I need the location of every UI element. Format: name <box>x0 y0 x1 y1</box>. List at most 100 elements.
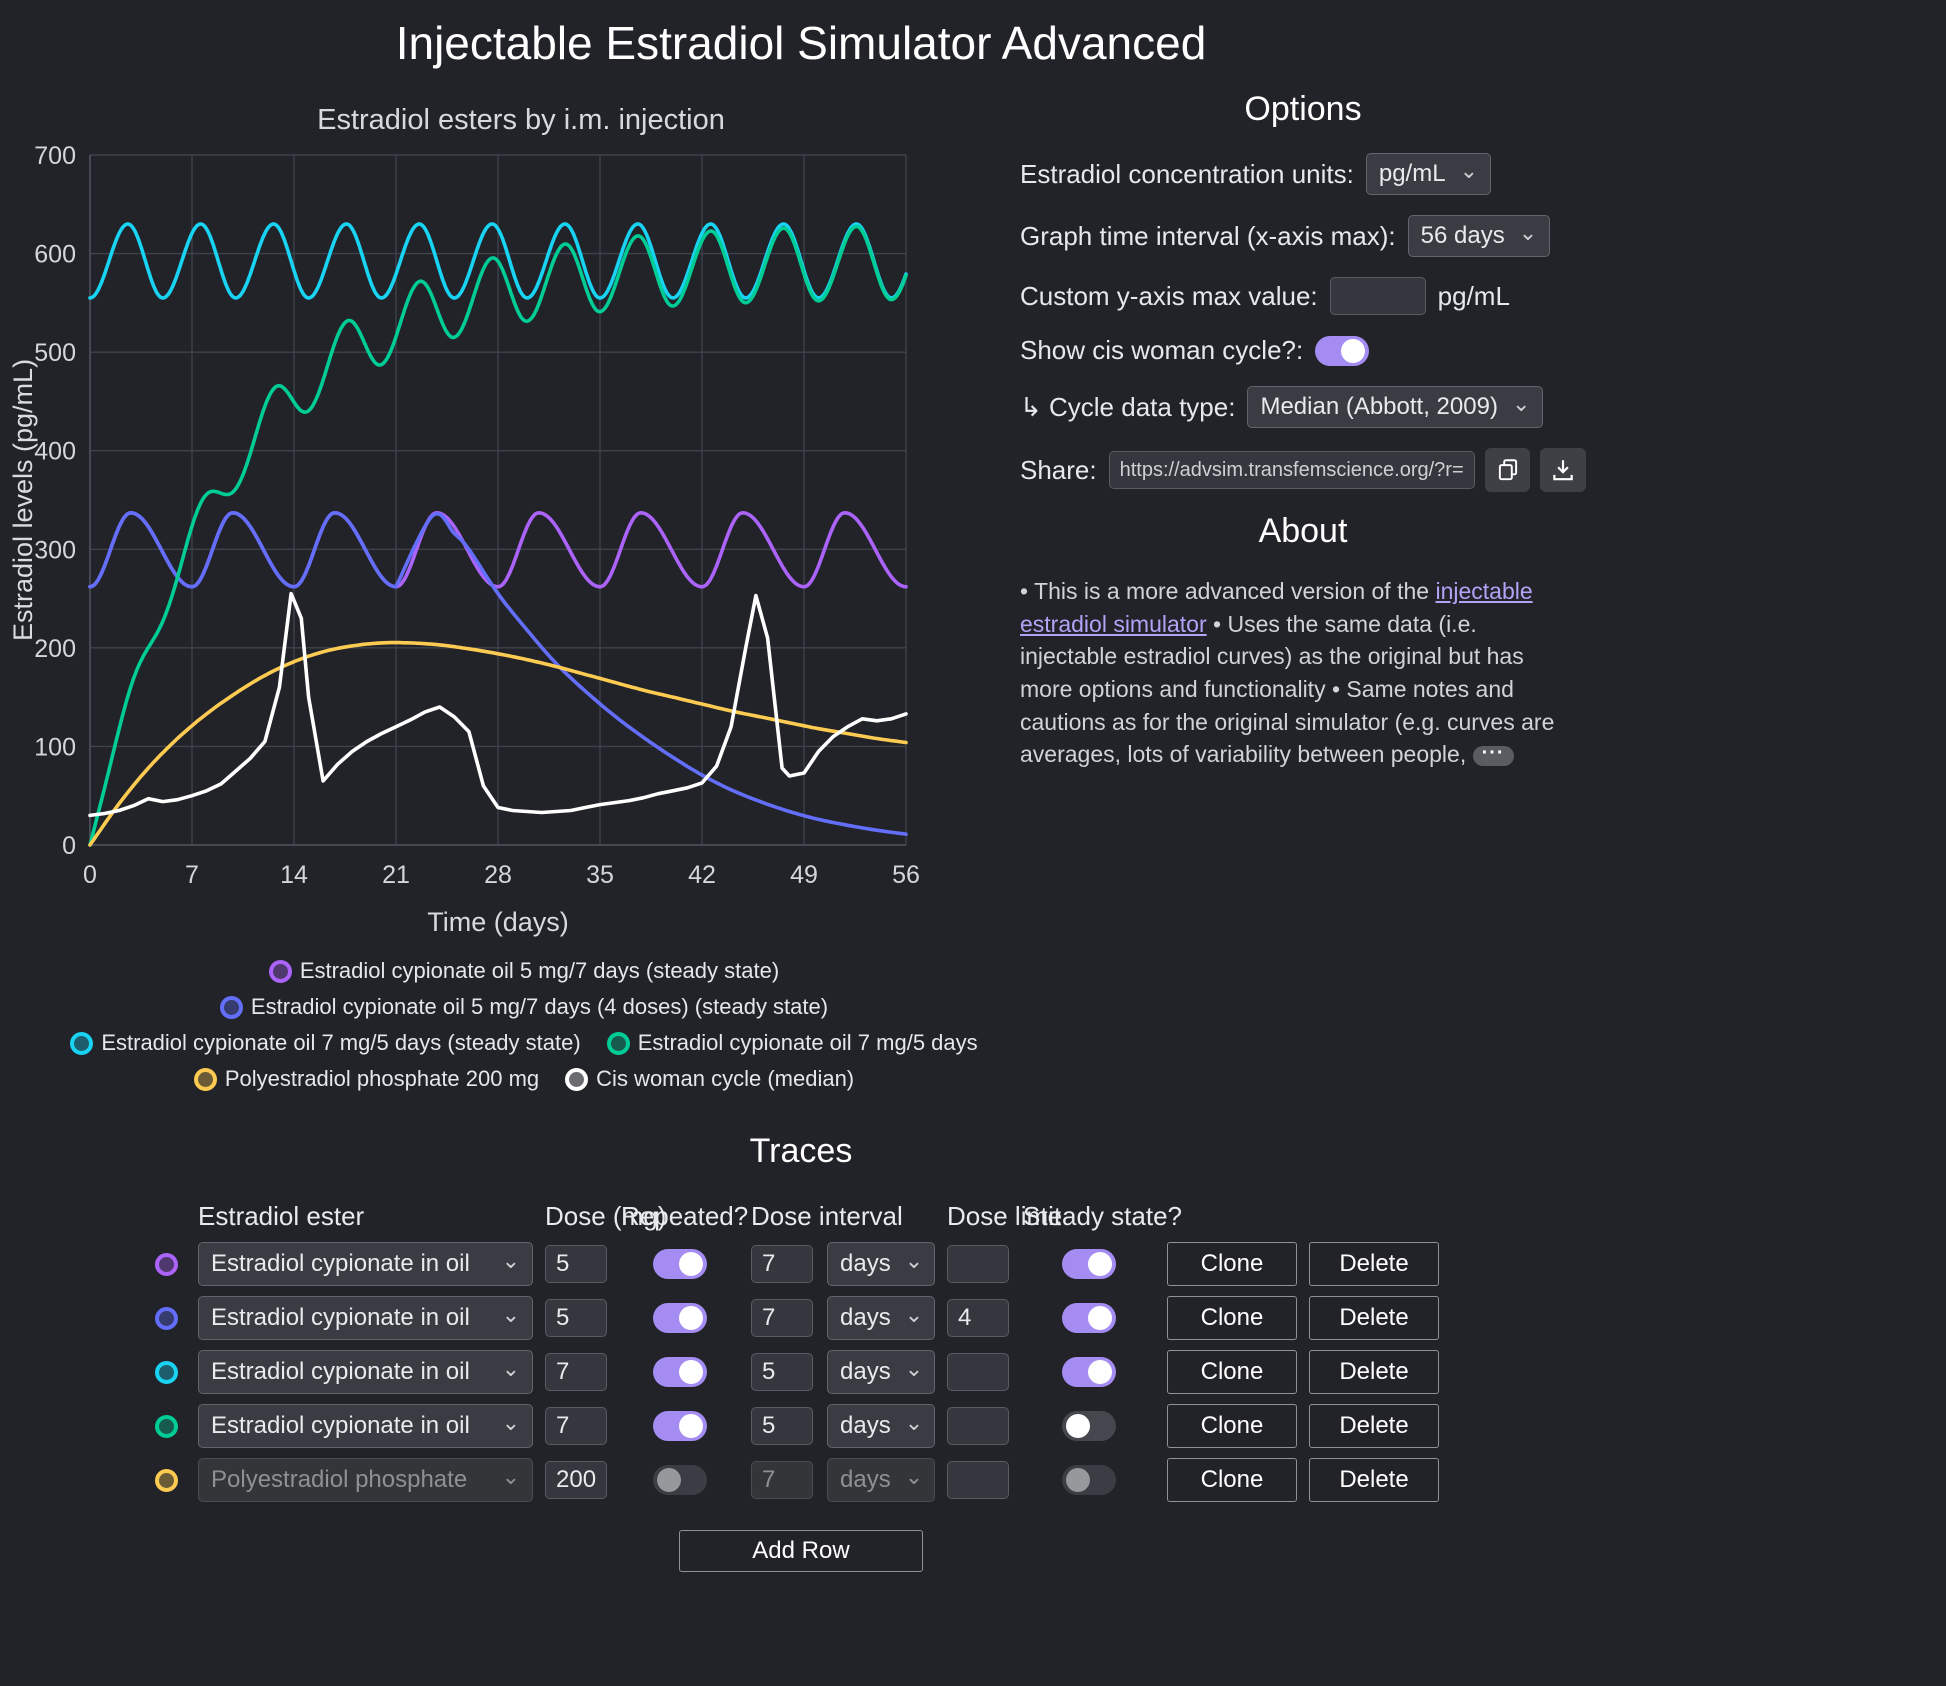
add-row-button[interactable]: Add Row <box>679 1530 923 1572</box>
delete-button[interactable]: Delete <box>1309 1350 1439 1394</box>
legend-item[interactable]: Estradiol cypionate oil 7 mg/5 days (ste… <box>70 1030 581 1056</box>
svg-text:42: 42 <box>688 861 716 889</box>
legend-label: Estradiol cypionate oil 5 mg/7 days (4 d… <box>250 994 829 1019</box>
units-select[interactable]: pg/mL ⌄ <box>1365 153 1491 195</box>
legend-item[interactable]: Estradiol cypionate oil 5 mg/7 days (4 d… <box>219 994 829 1020</box>
interval-unit-select[interactable]: days ⌄ <box>827 1404 935 1448</box>
ester-select[interactable]: Polyestradiol phosphate ⌄ <box>198 1458 533 1502</box>
interval-unit-select[interactable]: days ⌄ <box>827 1458 935 1502</box>
units-label: Estradiol concentration units: <box>1020 158 1354 189</box>
delete-button[interactable]: Delete <box>1309 1458 1439 1502</box>
download-button[interactable] <box>1540 448 1586 492</box>
toggle-knob <box>1341 338 1366 363</box>
trace-color-dot <box>154 1468 178 1492</box>
chevron-down-icon: ⌄ <box>904 1248 924 1273</box>
ester-select[interactable]: Estradiol cypionate in oil ⌄ <box>198 1242 533 1286</box>
clone-button[interactable]: Clone <box>1167 1404 1297 1448</box>
dose-interval-input[interactable] <box>751 1299 813 1337</box>
legend-item[interactable]: Estradiol cypionate oil 5 mg/7 days (ste… <box>268 958 779 984</box>
legend-item[interactable]: Cis woman cycle (median) <box>565 1066 854 1092</box>
svg-text:700: 700 <box>34 142 76 170</box>
interval-unit-select[interactable]: days ⌄ <box>827 1350 935 1394</box>
trace-color-dot <box>154 1414 178 1438</box>
toggle-knob <box>1088 1252 1112 1276</box>
dose-interval-input[interactable] <box>751 1407 813 1445</box>
clone-button[interactable]: Clone <box>1167 1458 1297 1502</box>
dose-limit-input[interactable] <box>947 1461 1009 1499</box>
svg-text:100: 100 <box>34 733 76 761</box>
cycle-type-select[interactable]: Median (Abbott, 2009) ⌄ <box>1247 386 1544 428</box>
clone-button[interactable]: Clone <box>1167 1296 1297 1340</box>
dose-interval-input[interactable] <box>751 1353 813 1391</box>
dose-interval-input[interactable] <box>751 1461 813 1499</box>
legend-item[interactable]: Polyestradiol phosphate 200 mg <box>193 1066 539 1092</box>
dose-limit-input[interactable] <box>947 1407 1009 1445</box>
traces-table-header: Estradiol ester Dose (mg) Repeated? Dose… <box>146 1201 1596 1232</box>
dose-input[interactable] <box>545 1299 607 1337</box>
clone-button[interactable]: Clone <box>1167 1242 1297 1286</box>
dose-limit-input[interactable] <box>947 1245 1009 1283</box>
legend-marker <box>193 1067 217 1091</box>
chart-panel: Estradiol esters by i.m. injection 0 7 14 2… <box>6 90 996 1092</box>
trace-row: Estradiol cypionate in oil ⌄ days ⌄ Clon… <box>146 1404 1596 1448</box>
ymax-input[interactable] <box>1329 277 1426 315</box>
dose-input[interactable] <box>545 1461 607 1499</box>
delete-button[interactable]: Delete <box>1309 1296 1439 1340</box>
steady-state-toggle[interactable] <box>1062 1465 1116 1495</box>
ester-value: Estradiol cypionate in oil <box>211 1250 470 1277</box>
legend-item[interactable]: Estradiol cypionate oil 7 mg/5 days <box>606 1030 978 1056</box>
share-label: Share: <box>1020 454 1097 485</box>
dose-input[interactable] <box>545 1245 607 1283</box>
interval-unit-select[interactable]: days ⌄ <box>827 1242 935 1286</box>
svg-text:500: 500 <box>34 339 76 367</box>
dose-input[interactable] <box>545 1407 607 1445</box>
svg-text:300: 300 <box>34 536 76 564</box>
clone-button[interactable]: Clone <box>1167 1350 1297 1394</box>
page-title: Injectable Estradiol Simulator Advanced <box>395 17 1207 69</box>
simulator-link[interactable]: injectable estradiol simulator <box>1020 578 1533 637</box>
ester-select[interactable]: Estradiol cypionate in oil ⌄ <box>198 1296 533 1340</box>
dose-limit-input[interactable] <box>947 1353 1009 1391</box>
toggle-knob <box>679 1306 703 1330</box>
trace-color-dot <box>154 1252 178 1276</box>
delete-button[interactable]: Delete <box>1309 1242 1439 1286</box>
delete-button[interactable]: Delete <box>1309 1404 1439 1448</box>
steady-state-toggle[interactable] <box>1062 1249 1116 1279</box>
interval-unit-select[interactable]: days ⌄ <box>827 1296 935 1340</box>
time-interval-select[interactable]: 56 days ⌄ <box>1407 215 1551 257</box>
chevron-down-icon: ⌄ <box>904 1356 924 1381</box>
download-icon <box>1553 460 1573 481</box>
legend-label: Estradiol cypionate oil 7 mg/5 days <box>637 1030 978 1055</box>
about-text-part: • This is a more advanced version of the <box>1020 578 1436 604</box>
toggle-knob <box>1066 1468 1090 1492</box>
repeated-toggle[interactable] <box>653 1303 707 1333</box>
steady-state-toggle[interactable] <box>1062 1357 1116 1387</box>
ester-select[interactable]: Estradiol cypionate in oil ⌄ <box>198 1350 533 1394</box>
chevron-down-icon: ⌄ <box>501 1356 520 1381</box>
header-limit: Dose limit <box>947 1201 1062 1231</box>
dose-limit-input[interactable] <box>947 1299 1009 1337</box>
legend-marker <box>565 1067 589 1091</box>
share-url-input[interactable] <box>1108 451 1475 489</box>
repeated-toggle[interactable] <box>653 1249 707 1279</box>
repeated-toggle[interactable] <box>653 1357 707 1387</box>
interval-unit-value: days <box>840 1304 891 1331</box>
dose-input[interactable] <box>545 1353 607 1391</box>
svg-text:600: 600 <box>34 241 76 269</box>
cis-cycle-toggle[interactable] <box>1315 335 1370 366</box>
copy-button[interactable] <box>1484 448 1531 492</box>
steady-state-toggle[interactable] <box>1062 1303 1116 1333</box>
traces-section: Traces Estradiol ester Dose (mg) Repeate… <box>6 1132 1596 1572</box>
dose-interval-input[interactable] <box>751 1245 813 1283</box>
repeated-toggle[interactable] <box>653 1465 707 1495</box>
steady-state-toggle[interactable] <box>1062 1411 1116 1441</box>
estradiol-chart[interactable]: 0 7 14 21 28 35 42 49 56 0 100 200 300 400 500 600 700 T… <box>6 139 996 947</box>
ester-select[interactable]: Estradiol cypionate in oil ⌄ <box>198 1404 533 1448</box>
chevron-down-icon: ⌄ <box>501 1302 520 1327</box>
header-interval: Dose interval <box>751 1201 903 1231</box>
repeated-toggle[interactable] <box>653 1411 707 1441</box>
ellipsis-expand-button[interactable]: ··· <box>1472 743 1514 767</box>
header-ester: Estradiol ester <box>198 1201 365 1231</box>
legend-marker <box>606 1031 630 1055</box>
trace-row: Estradiol cypionate in oil ⌄ days ⌄ Clon… <box>146 1242 1596 1286</box>
